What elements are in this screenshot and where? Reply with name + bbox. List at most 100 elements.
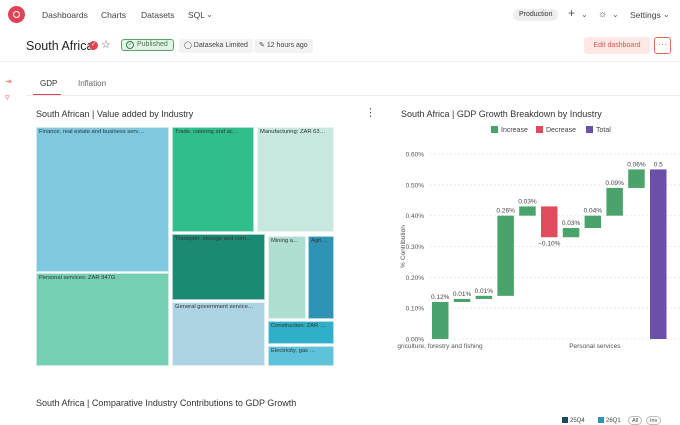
- nav-dashboards[interactable]: Dashboards: [42, 10, 88, 20]
- waterfall-bar: [475, 295, 493, 299]
- treemap-cell[interactable]: Trade, catering and ac…: [172, 127, 254, 232]
- treemap-cell-label: Construction: ZAR …: [271, 323, 326, 329]
- waterfall-bar: [562, 228, 580, 238]
- treemap-cell[interactable]: Manufacturing: ZAR 63…: [257, 127, 334, 232]
- certified-icon: ✓: [89, 41, 98, 50]
- y-tick-label: 0.40%: [406, 213, 425, 220]
- treemap-cell-label: Trade, catering and ac…: [175, 129, 239, 135]
- edit-pencil-icon: ✎: [259, 42, 265, 49]
- chart-menu-kebab-icon[interactable]: ⋮: [365, 107, 376, 119]
- legend-25q4-label: 25Q4: [570, 418, 585, 424]
- bar-value-label: 0.5: [654, 161, 663, 168]
- y-tick-label: 0.60%: [406, 152, 425, 159]
- waterfall-bar: [584, 215, 602, 228]
- treemap-cell-label: Transport, storage and com…: [175, 236, 252, 242]
- bar-value-label: 0.09%: [605, 180, 624, 187]
- user-icon: ◯: [184, 42, 192, 49]
- bar-value-label: 0.12%: [431, 294, 450, 301]
- bar-value-label: 0.06%: [627, 161, 646, 168]
- treemap-cell[interactable]: Finance, real estate and business serv…: [36, 127, 169, 272]
- treemap-cell[interactable]: Personal services: ZAR 947G: [36, 273, 169, 366]
- x-tick-label: Personal services: [569, 343, 621, 350]
- active-tab-indicator: [33, 94, 61, 96]
- settings-menu[interactable]: Settings: [630, 10, 661, 20]
- y-tick-label: 0.10%: [406, 306, 425, 313]
- expand-panel-icon[interactable]: ⇥: [5, 77, 12, 86]
- legend-increase-swatch: [491, 126, 498, 133]
- legend-26q1-swatch: [598, 417, 604, 423]
- published-status-badge[interactable]: ✓ Published: [121, 39, 174, 51]
- waterfall-bar: [453, 298, 471, 302]
- nav-sql[interactable]: SQL: [188, 10, 206, 20]
- settings-chevron-down-icon[interactable]: ⌄: [663, 10, 670, 19]
- published-status-label: Published: [137, 41, 168, 48]
- y-axis-title: % Contribution: [400, 225, 407, 268]
- legend-decrease-label: Decrease: [546, 127, 576, 134]
- waterfall-bar: [519, 206, 536, 216]
- edit-dashboard-button[interactable]: Edit dashboard: [584, 37, 650, 54]
- treemap-cell[interactable]: General government service…: [172, 302, 265, 366]
- sql-chevron-down-icon[interactable]: ⌄: [206, 10, 213, 19]
- treemap-cell[interactable]: Agri…: [308, 236, 334, 319]
- nav-charts[interactable]: Charts: [101, 10, 127, 20]
- legend-increase-label: Increase: [501, 127, 528, 134]
- modified-label: 12 hours ago: [266, 42, 308, 49]
- favorite-star-icon[interactable]: ☆: [101, 39, 111, 51]
- theme-sun-icon[interactable]: ☼: [598, 9, 608, 20]
- treemap-cell-label: General government service…: [175, 304, 254, 310]
- waterfall-bar: [432, 302, 449, 339]
- legend-total-swatch: [586, 126, 593, 133]
- treemap-chart-title: South African | Value added by Industry: [36, 109, 194, 119]
- bar-value-label: 0.03%: [562, 220, 581, 227]
- owner-label: Dataseka Limited: [193, 42, 248, 49]
- legend-25q4[interactable]: 25Q4: [562, 417, 585, 425]
- dashboard-title[interactable]: South Africa: [26, 39, 94, 53]
- published-check-icon: ✓: [126, 41, 134, 49]
- legend-decrease-swatch: [536, 126, 543, 133]
- y-tick-label: 0.20%: [406, 275, 425, 282]
- app-logo[interactable]: [8, 6, 25, 23]
- legend-25q4-swatch: [562, 417, 568, 423]
- waterfall-bar: [628, 169, 645, 188]
- legend-increase[interactable]: Increase: [491, 126, 528, 135]
- legend-total-label: Total: [596, 127, 611, 134]
- bar-value-label: 0.01%: [475, 288, 494, 295]
- waterfall-bar: [650, 169, 667, 339]
- theme-chevron-down-icon[interactable]: ⌄: [612, 10, 619, 19]
- treemap-cell-label: Mining a…: [271, 238, 299, 244]
- treemap-cell[interactable]: Construction: ZAR …: [268, 321, 334, 344]
- tab-gdp[interactable]: GDP: [40, 79, 58, 88]
- bar-value-label: 0.04%: [584, 208, 603, 215]
- legend-all-button[interactable]: All: [628, 416, 643, 425]
- waterfall-chart: 0.00% 0.10% 0.20% 0.30% 0.40% 0.50% 0.60% % Con…: [397, 152, 680, 350]
- owner-meta: ◯ Dataseka Limited: [179, 39, 253, 53]
- treemap-cell-label: Electricity, gas …: [271, 348, 316, 354]
- plus-chevron-down-icon[interactable]: ⌄: [581, 10, 588, 19]
- treemap-cell-label: Finance, real estate and business serv…: [39, 129, 145, 135]
- tab-inflation[interactable]: Inflation: [78, 79, 107, 88]
- modified-meta: ✎ 12 hours ago: [254, 39, 313, 53]
- more-options-button[interactable]: ···: [654, 37, 671, 54]
- top-navigation: Dashboards Charts Datasets SQL ⌄ Product…: [0, 0, 680, 30]
- waterfall-chart-title: South Africa | GDP Growth Breakdown by I…: [401, 109, 602, 119]
- legend-invert-button[interactable]: Inv: [646, 416, 662, 425]
- tab-divider: [26, 95, 680, 96]
- comparative-chart-title: South Africa | Comparative Industry Cont…: [36, 398, 297, 408]
- x-tick-label: griculture, forestry and fishing: [397, 343, 483, 350]
- treemap-cell[interactable]: Transport, storage and com…: [172, 234, 265, 300]
- waterfall-bar: [541, 206, 558, 238]
- y-tick-label: 0.50%: [406, 182, 425, 189]
- legend-decrease[interactable]: Decrease: [536, 126, 576, 135]
- treemap-cell[interactable]: Mining a…: [268, 236, 306, 319]
- treemap-cell-label: Personal services: ZAR 947G: [39, 275, 116, 281]
- filter-icon[interactable]: ▿: [5, 92, 10, 102]
- environment-badge: Production: [513, 9, 559, 21]
- dashboard-header: South Africa ✓ ☆ ✓ Published ◯ Dataseka …: [0, 30, 680, 62]
- legend-26q1[interactable]: 26Q1: [598, 417, 621, 425]
- legend-26q1-label: 26Q1: [606, 418, 621, 424]
- treemap-cell-label: Agri…: [311, 238, 328, 244]
- legend-total[interactable]: Total: [586, 126, 611, 135]
- treemap-cell[interactable]: Electricity, gas …: [268, 346, 334, 366]
- plus-icon[interactable]: +: [568, 6, 576, 20]
- nav-datasets[interactable]: Datasets: [141, 10, 175, 20]
